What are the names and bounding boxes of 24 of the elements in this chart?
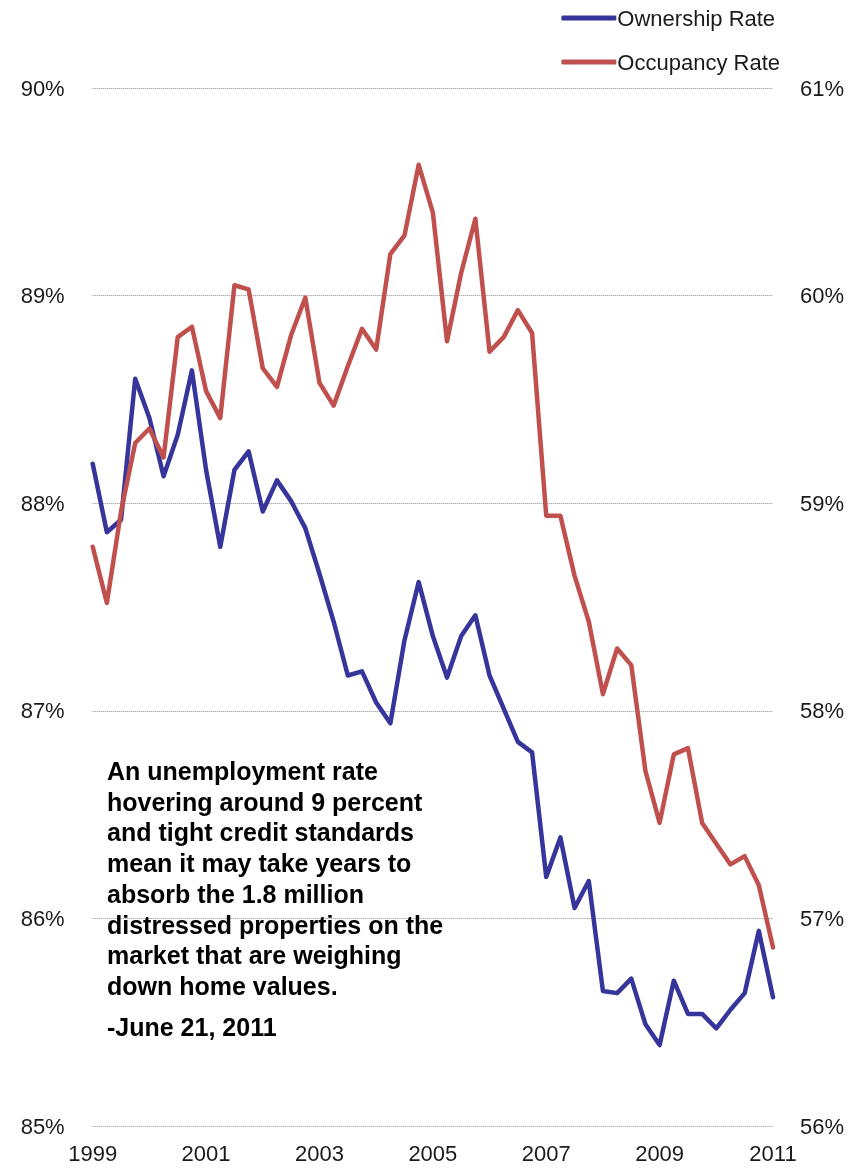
y2-tick-label: 59% — [800, 490, 845, 516]
y2-tick-label: 57% — [800, 905, 845, 931]
y2-tick-label: 56% — [800, 1113, 845, 1139]
annotation: An unemployment rate hovering around 9 percent and tight credit standards mean it may take years to absorb the 1.8 million distressed properties on the market that are weighing down home values. — [107, 756, 445, 1002]
x-tick-label: 2011 — [749, 1140, 797, 1166]
x-tick-label: 2003 — [294, 1140, 344, 1166]
x-tick-label: 2005 — [408, 1140, 458, 1166]
y2-tick-label: 58% — [800, 698, 845, 724]
line-series — [90, 368, 776, 1048]
x-tick-label: 2001 — [181, 1140, 231, 1166]
annotation: -June 21, 2011 — [107, 1011, 278, 1043]
legend-label: Occupancy Rate — [617, 49, 780, 75]
y2-tick-label: 60% — [800, 283, 845, 309]
x-tick-label: 1999 — [68, 1140, 118, 1166]
y-tick-label: 89% — [20, 283, 65, 309]
legend-label: Ownership Rate — [617, 5, 776, 31]
y-tick-label: 88% — [20, 490, 65, 516]
y-tick-label: 86% — [20, 905, 65, 931]
y-tick-label: 90% — [20, 75, 65, 101]
y-tick-label: 87% — [20, 698, 65, 724]
y2-tick-label: 61% — [800, 75, 845, 101]
x-tick-label: 2009 — [635, 1140, 685, 1166]
y-tick-label: 85% — [20, 1113, 65, 1139]
x-tick-label: 2007 — [521, 1140, 571, 1166]
